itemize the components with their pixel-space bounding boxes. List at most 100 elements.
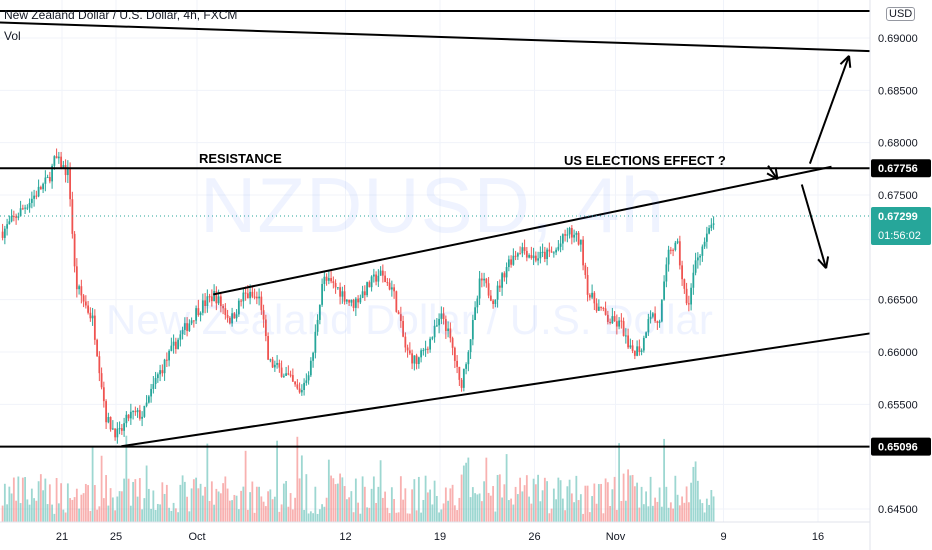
volume-bar [361,476,364,522]
candle-body [201,300,204,313]
volume-bar [197,488,200,522]
volume-bar [165,484,168,522]
volume-bar [150,508,152,522]
volume-bar [89,510,92,522]
candle-body [91,315,94,319]
candle-body [10,216,13,222]
candle-body [114,428,116,438]
candle-body [480,278,483,281]
volume-bar [276,440,278,522]
volume-bar [107,505,110,522]
candle-body [345,299,348,302]
volume-bar [136,496,139,522]
volume-bar [10,493,13,522]
candle-body [183,323,186,330]
volume-bar [402,499,404,522]
candle-body [215,291,218,304]
candle-body [96,339,98,357]
candle-body [132,411,134,413]
candle-body [186,323,188,331]
candle-body [654,313,656,322]
candle-body [359,297,362,303]
candle-body [375,274,377,282]
candle-body [249,291,251,299]
volume-bar [350,491,353,522]
volume-bar [258,486,260,522]
volume-bar [564,510,566,522]
volume-bar [687,502,690,522]
candle-body [485,278,488,284]
candle-body [136,410,139,413]
x-tick-label: 26 [528,531,540,543]
candle-body [519,253,521,255]
candle-body [546,249,548,259]
candle-body [298,388,301,393]
volume-bar [433,480,436,522]
volume-bar [242,486,245,522]
candle-body [258,296,260,299]
candle-body [125,414,128,424]
candle-body [253,296,256,298]
candle-body [577,232,580,245]
volume-bar [555,499,557,522]
volume-bar [98,506,101,522]
name-watermark: New Zealand Dollar / U.S. Dollar [106,296,713,343]
volume-bar [705,498,708,522]
volume-bar [111,497,114,522]
candle-body [82,295,85,302]
volume-bar [710,490,713,522]
candle-body [460,379,463,388]
volume-bar [152,490,155,522]
volume-bar [613,476,616,522]
volume-bar [179,484,182,522]
candle-body [24,207,26,209]
arrow-shaft [808,55,850,164]
candle-body [642,337,645,351]
y-tick-label: 0.66500 [878,295,918,307]
volume-bar [546,481,548,522]
volume-bar [496,474,499,522]
candle-body [102,387,105,402]
volume-bar [210,481,213,522]
volume-bar [435,495,438,522]
volume-bar [8,486,11,522]
volume-bar [487,492,490,522]
candle-body [233,313,236,319]
grid [0,0,870,522]
volume-bar [296,436,299,522]
volume-bar [129,505,132,522]
currency-badge[interactable]: USD [886,7,916,21]
volume-bar [143,498,146,522]
volume-bar [395,512,398,522]
candle-body [246,293,249,299]
candle-body [703,241,706,247]
candle-body [453,347,456,361]
candle-body [219,296,222,307]
volume-bar [521,491,524,522]
volume-bar [235,495,238,522]
volume-bar [701,503,704,522]
candle-body [323,276,326,284]
volume-bar [251,481,254,522]
volume-bar [44,478,47,522]
candle-body [631,345,634,351]
candle-body [564,234,566,236]
arrow-head [774,167,779,180]
volume-bar [609,506,611,522]
volume-bar [145,465,148,522]
volume-bar [507,500,510,522]
candle-body [438,318,440,326]
candle-body [433,325,436,338]
candle-body [287,373,290,375]
candle-body [422,350,425,352]
candle-body [620,320,623,322]
volume-bar [406,513,409,522]
volume-bar [618,443,620,522]
candle-body [638,346,641,353]
volume-bar [476,494,479,522]
candle-body [570,228,573,238]
candle-body [647,319,650,333]
axis-background [870,0,932,550]
volume-bar [494,511,497,522]
